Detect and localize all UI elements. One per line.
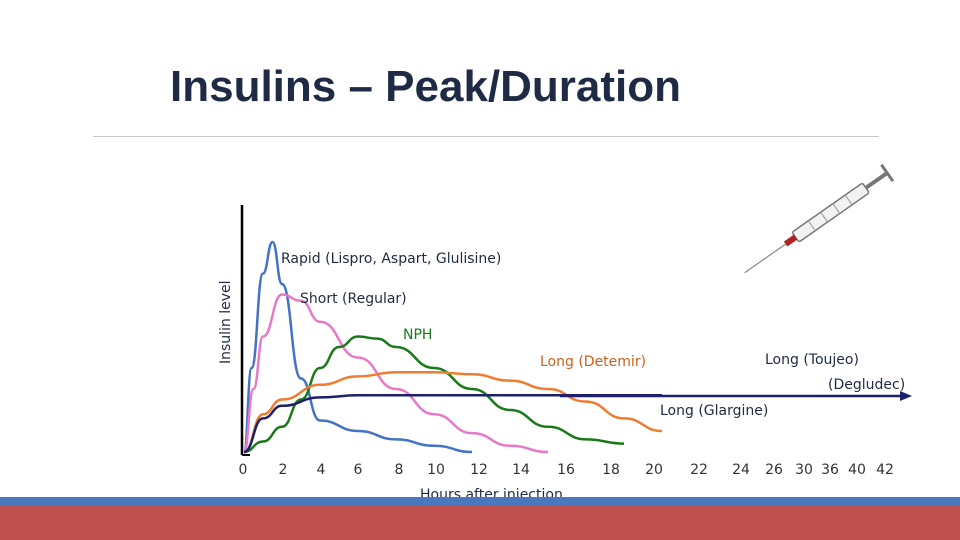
label-toujeo: Long (Toujeo)	[765, 352, 859, 368]
label-degludec: (Degludec)	[828, 377, 905, 393]
label-detemir: Long (Detemir)	[540, 354, 646, 370]
label-glargine: Long (Glargine)	[660, 403, 768, 419]
footer-band-red	[0, 505, 960, 540]
x-tick-label: 4	[317, 462, 326, 478]
x-tick-label: 42	[876, 462, 894, 478]
y-axis-label: Insulin level	[218, 280, 234, 364]
x-tick-label: 10	[427, 462, 445, 478]
labels-layer: Insulin level Rapid (Lispro, Aspart, Glu…	[218, 251, 905, 503]
x-tick-label: 26	[765, 462, 783, 478]
x-tick-label: 30	[795, 462, 813, 478]
series-line-1	[242, 293, 549, 454]
x-tick-label: 18	[602, 462, 620, 478]
x-tick-label: 0	[239, 462, 248, 478]
series-line-3	[243, 370, 663, 454]
title-divider	[93, 136, 879, 137]
x-tick-label: 12	[470, 462, 488, 478]
label-nph: NPH	[403, 327, 432, 343]
series-line-2	[243, 335, 625, 454]
label-short: Short (Regular)	[300, 291, 407, 307]
x-tick-label: 24	[732, 462, 750, 478]
duration-arrow-head	[900, 391, 912, 401]
x-tick-label: 14	[512, 462, 530, 478]
x-tick-label: 16	[557, 462, 575, 478]
syringe-icon	[744, 163, 895, 274]
page-title: Insulins – Peak/Duration	[170, 62, 682, 111]
x-tick-label: 22	[690, 462, 708, 478]
series-line-0	[242, 240, 473, 454]
x-tick-label: 2	[279, 462, 288, 478]
footer-band-blue	[0, 497, 960, 505]
x-tick-label: 6	[354, 462, 363, 478]
x-tick-label: 40	[848, 462, 866, 478]
axes	[240, 205, 250, 456]
x-tick-label: 36	[821, 462, 839, 478]
tick-layer: 0 2 4 6 8 10 12 14 16 18 20 22 24 26 30 36 40 42	[239, 462, 894, 478]
x-tick-label: 8	[395, 462, 404, 478]
x-tick-label: 20	[645, 462, 663, 478]
label-rapid: Rapid (Lispro, Aspart, Glulisine)	[281, 251, 501, 267]
series-layer	[242, 240, 663, 454]
glargine-arrow	[560, 391, 912, 401]
